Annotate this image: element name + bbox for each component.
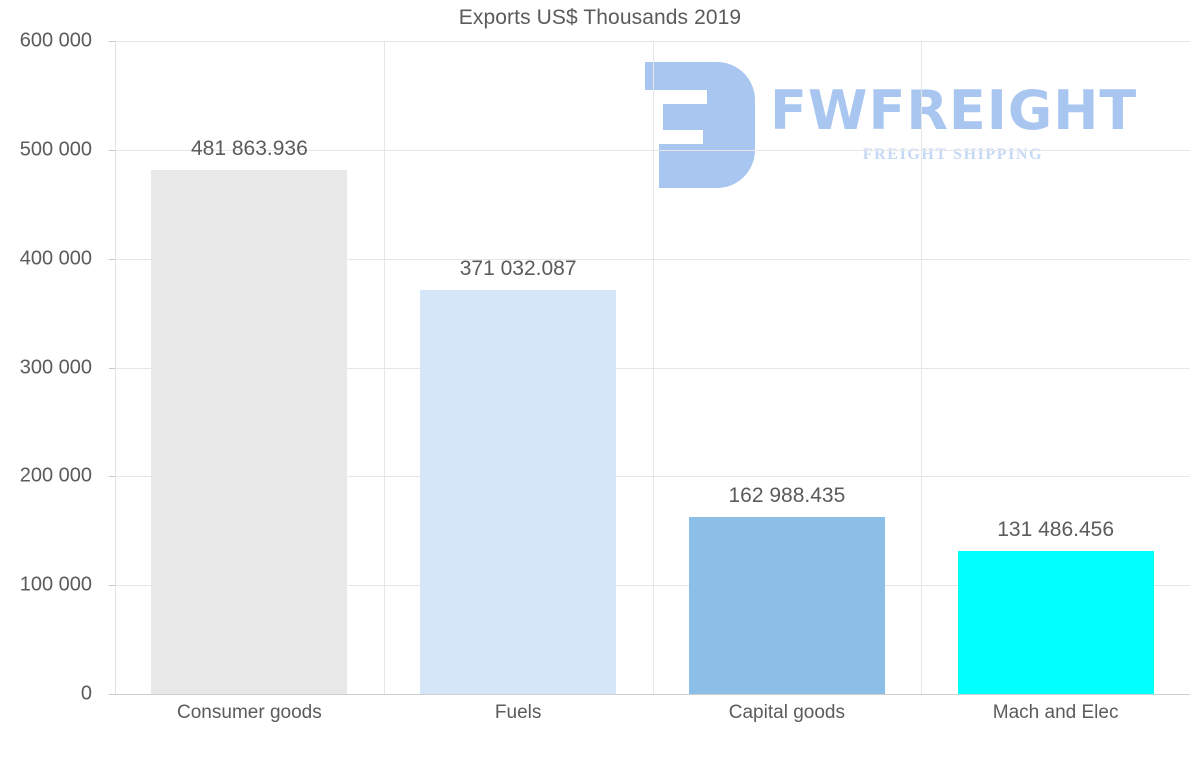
y-gridline — [115, 694, 1190, 695]
y-gridline — [115, 476, 1190, 478]
x-gridline — [921, 41, 922, 694]
y-axis-tick-label: 100 000 — [19, 573, 92, 596]
y-tick-mark — [109, 149, 115, 151]
bar-4[interactable] — [957, 550, 1154, 694]
y-axis-tick-label: 500 000 — [19, 138, 92, 161]
bar-value-label: 371 032.087 — [459, 257, 577, 281]
y-tick-mark — [109, 585, 115, 587]
y-tick-mark — [109, 41, 115, 42]
y-gridline — [115, 41, 1190, 42]
y-tick-mark — [109, 694, 115, 695]
y-tick-mark — [109, 258, 115, 260]
chart-title: Exports US$ Thousands 2019 — [458, 6, 742, 29]
bar-2[interactable] — [420, 290, 617, 694]
y-gridline — [115, 367, 1190, 369]
y-gridline — [115, 258, 1190, 260]
plot-area — [109, 41, 1190, 695]
x-axis-category-label: Consumer goods — [177, 702, 322, 723]
x-axis-category-label: Capital goods — [728, 702, 845, 723]
y-gridline — [115, 149, 1190, 151]
bar-value-label: 481 863.936 — [190, 136, 308, 160]
bar-1[interactable] — [151, 169, 348, 694]
x-gridline — [653, 41, 654, 694]
y-axis-tick-label: 600 000 — [19, 29, 92, 52]
y-tick-mark — [109, 367, 115, 369]
y-gridline — [115, 585, 1190, 587]
bar-value-label: 131 486.456 — [997, 517, 1115, 541]
y-axis-tick-label: 0 — [80, 682, 92, 705]
y-axis-tick-label: 200 000 — [19, 464, 92, 487]
y-tick-mark — [109, 476, 115, 478]
x-gridline — [384, 41, 385, 694]
x-axis-category-label: Mach and Elec — [992, 702, 1119, 723]
y-axis-tick-label: 400 000 — [19, 247, 92, 270]
bar-value-label: 162 988.435 — [728, 483, 846, 507]
bar-3[interactable] — [688, 516, 885, 694]
y-axis-tick-label: 300 000 — [19, 356, 92, 378]
x-axis-category-label: Fuels — [494, 702, 542, 723]
